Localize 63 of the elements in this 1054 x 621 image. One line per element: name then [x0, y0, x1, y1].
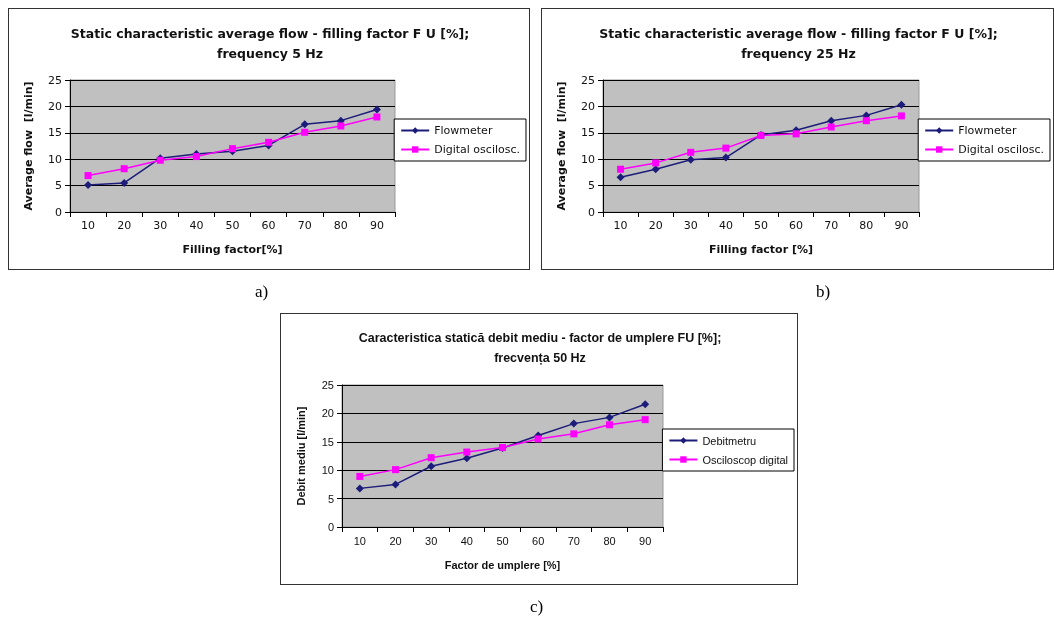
legend-label: Flowmeter [434, 124, 493, 137]
x-tick-label: 80 [859, 219, 874, 232]
x-tick-label: 50 [754, 219, 768, 232]
y-axis-title: Average flow [l/min] [22, 81, 35, 211]
x-tick-label: 40 [460, 534, 473, 547]
y-tick-label: 10 [581, 152, 595, 166]
y-tick-label: 15 [321, 435, 334, 448]
x-tick-label: 30 [153, 219, 168, 232]
y-tick-label: 5 [55, 179, 62, 193]
y-axis-title: Average flow [l/min] [555, 81, 568, 211]
y-tick-label: 5 [588, 179, 595, 193]
x-tick-label: 60 [261, 219, 276, 232]
x-tick-label: 90 [369, 219, 384, 232]
legend-label: Digital oscilosc. [958, 143, 1045, 156]
x-tick-label: 40 [189, 219, 204, 232]
y-tick-label: 25 [48, 73, 62, 87]
text: c) [530, 597, 544, 617]
y-tick-label: 10 [321, 464, 334, 477]
x-tick-label: 70 [297, 219, 312, 232]
chart-title: Caracteristica statică debit mediu - factor de umplere FU [%]; frecvența 50 Hz [358, 331, 722, 365]
y-tick-label: 10 [48, 152, 62, 166]
x-tick-label: 90 [894, 219, 909, 232]
y-axis-title: Debit mediu [l/min] [294, 406, 307, 506]
x-axis-title: Filling factor[%] [182, 243, 283, 256]
legend-label: Osciloscop digital [702, 453, 788, 466]
y-tick-label: 20 [581, 99, 595, 113]
x-tick-label: 20 [117, 219, 132, 232]
x-tick-label: 50 [496, 534, 509, 547]
text: b) [816, 282, 831, 302]
text: a) [255, 282, 269, 302]
chart-title: Static characteristic average flow - filling factor F U [%]; frequency 25 Hz [599, 25, 998, 61]
y-tick-label: 15 [581, 126, 595, 140]
x-tick-label: 30 [425, 534, 438, 547]
y-tick-label: 0 [55, 205, 62, 219]
x-tick-label: 10 [613, 219, 628, 232]
y-tick-label: 25 [321, 379, 334, 391]
x-axis-title: Filling factor [%] [708, 243, 814, 256]
x-tick-label: 30 [683, 219, 698, 232]
x-tick-label: 70 [824, 219, 839, 232]
x-tick-label: 20 [648, 219, 663, 232]
x-tick-label: 60 [789, 219, 804, 232]
legend-label: Flowmeter [958, 124, 1017, 137]
x-tick-label: 20 [389, 534, 402, 547]
legend-label: Debitmetru [702, 434, 757, 447]
x-tick-label: 90 [639, 534, 652, 547]
y-tick-label: 0 [327, 521, 334, 533]
x-tick-label: 80 [603, 534, 616, 547]
y-tick-label: 20 [48, 99, 62, 113]
y-tick-label: 15 [48, 126, 62, 140]
x-tick-label: 60 [532, 534, 545, 547]
y-tick-label: 0 [588, 205, 595, 219]
x-tick-label: 80 [333, 219, 348, 232]
x-tick-label: 10 [353, 534, 366, 547]
x-axis-title: Factor de umplere [%] [444, 558, 561, 571]
x-tick-label: 40 [718, 219, 733, 232]
x-tick-label: 50 [225, 219, 240, 232]
x-tick-label: 10 [81, 219, 96, 232]
y-tick-label: 20 [321, 407, 334, 420]
legend-label: Digital oscilosc. [434, 143, 521, 156]
x-tick-label: 70 [567, 534, 580, 547]
chart-title: Static characteristic average flow - filling factor F U [%]; frequency 5 Hz [70, 25, 470, 61]
y-tick-label: 5 [327, 492, 334, 505]
y-tick-label: 25 [581, 73, 595, 87]
